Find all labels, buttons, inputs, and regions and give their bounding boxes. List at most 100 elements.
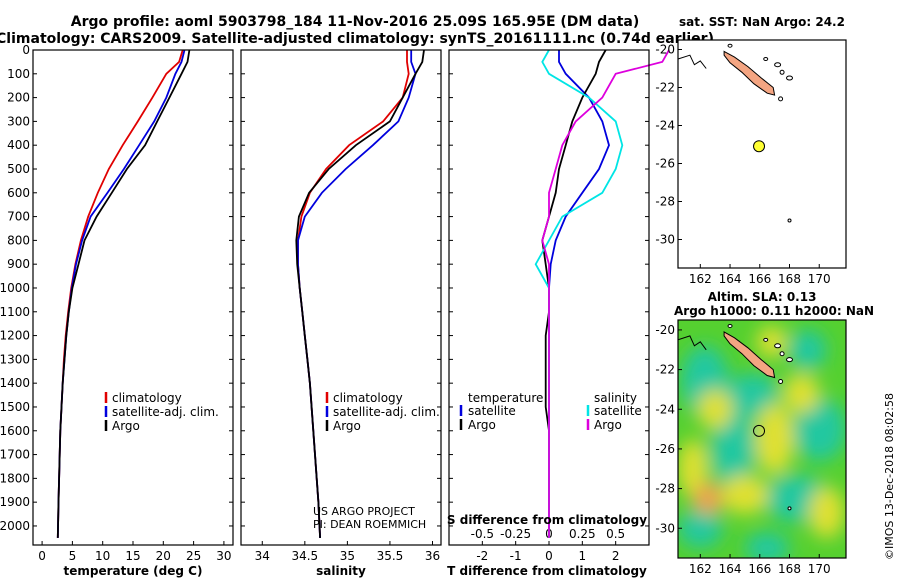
temperature-lines: [56, 49, 191, 538]
salinity-ticks: 34 34.5 35 35.5 36: [241, 49, 441, 563]
legend-label: Argo: [333, 419, 361, 433]
series-line-argo: [295, 49, 425, 538]
xtick2-label: 0.5: [606, 527, 625, 541]
ytick-label: 1600: [0, 424, 30, 438]
difference-ticks: -2 -1 0 1 2-0.5 -0.25 0 0.25 0.5: [449, 49, 649, 563]
difference-xlabel: T difference from climatology: [447, 564, 647, 578]
sla-blob: [678, 508, 723, 549]
ytick-label: 600: [7, 186, 30, 200]
diff-line-temperature-satellite: [548, 50, 610, 538]
xtick-label: 5: [69, 549, 77, 563]
small-island: [774, 62, 782, 68]
difference-lines: [534, 49, 670, 538]
xtick2-label: -0.5: [471, 527, 494, 541]
sla-blob: [697, 389, 734, 430]
sla-heatmap-blobs: [678, 325, 846, 558]
map-ytick-label: -28: [655, 482, 675, 496]
argo-float-marker: [753, 424, 766, 437]
sla-blob: [755, 403, 794, 475]
map-ytick-label: -22: [655, 363, 675, 377]
map-ytick-label: -26: [655, 442, 675, 456]
series-line-argo: [56, 49, 191, 538]
small-island: [778, 378, 784, 384]
difference-panel: -2 -1 0 1 2-0.5 -0.25 0 0.25 0.5 T difference fr…: [447, 49, 670, 578]
sla-blob: [725, 373, 780, 418]
xtick-label: 34: [255, 549, 270, 563]
sla-blob: [721, 474, 769, 515]
salinity-panel: 34 34.5 35 35.5 36 salinity climatologysatel…: [240, 49, 442, 578]
ytick-label: 400: [7, 138, 30, 152]
island-new-caledonia: [723, 331, 776, 379]
legend-label: Argo: [112, 419, 140, 433]
ytick-label: 1400: [0, 376, 30, 390]
map-xtick-label: 162: [689, 272, 712, 286]
map-ytick-label: -28: [655, 195, 675, 209]
title-line-1: Argo profile: aoml 5903798_184 11-Nov-20…: [71, 14, 640, 30]
sla-blob: [710, 409, 756, 489]
legend-label: climatology: [333, 391, 403, 405]
xtick-label: 2: [612, 549, 620, 563]
title-line-2: Climatology: CARS2009. Satellite-adjuste…: [0, 31, 714, 47]
sst-map-panel: sat. SST: NaN Argo: 24.2 162 164 166 168 170…: [655, 15, 847, 286]
sla-blob: [808, 486, 845, 539]
xtick-label: 20: [156, 549, 171, 563]
ytick-label: 1000: [0, 281, 30, 295]
xtick2-label: 0.25: [569, 527, 596, 541]
xtick-label: 1: [579, 549, 587, 563]
series-line-climatology: [297, 50, 410, 538]
ytick-label: 200: [7, 91, 30, 105]
xtick-label: 25: [186, 549, 201, 563]
ytick-label: 1700: [0, 448, 30, 462]
ytick-label: 100: [7, 67, 30, 81]
map-ytick-label: -22: [655, 81, 675, 95]
ytick-label: 1500: [0, 400, 30, 414]
coastline: [678, 335, 707, 351]
sla-map-title: Altim. SLA: 0.13: [708, 290, 817, 304]
sla-map-ticks: 162 164 166 168 170 -20 -22 -24 -26 -28 -30: [655, 323, 830, 576]
ytick-label: 500: [7, 162, 30, 176]
diff-line-salinity-argo: [541, 49, 670, 538]
xtick-label: 0: [38, 549, 46, 563]
sst-map-land: [677, 43, 794, 223]
ytick-label: 1200: [0, 329, 30, 343]
sla-blob: [788, 329, 827, 370]
difference-frame: [448, 49, 650, 546]
map-ytick-label: -30: [655, 521, 675, 535]
salinity-xlabel: salinity: [316, 564, 366, 578]
xtick-label: 34.5: [291, 549, 318, 563]
argo-float-marker: [753, 140, 766, 153]
small-island: [727, 43, 733, 48]
salinity-frame: [240, 49, 442, 546]
xtick-label: 30: [216, 549, 231, 563]
temperature-ticks: 0100200300400500600700800900100011001200…: [0, 43, 233, 563]
map-xtick-label: 166: [748, 562, 771, 576]
legend-label: climatology: [112, 391, 182, 405]
ytick-label: 1900: [0, 495, 30, 509]
legend-label: Argo: [594, 418, 622, 432]
sst-map-background: [678, 40, 846, 268]
map-xtick-label: 164: [719, 272, 742, 286]
temperature-frame: [32, 49, 234, 546]
sla-blob: [678, 439, 708, 499]
xtick2-label: -0.25: [500, 527, 531, 541]
sst-map-frame: [677, 39, 847, 269]
small-island: [786, 75, 794, 81]
small-island: [763, 337, 769, 342]
xtick-label: 15: [125, 549, 140, 563]
legend-label: satellite: [468, 404, 516, 418]
map-ytick-label: -26: [655, 157, 675, 171]
map-ytick-label: -24: [655, 402, 675, 416]
imos-watermark: ©IMOS 13-Dec-2018 08:02:58: [883, 393, 896, 560]
legend-label: satellite-adj. clim.: [333, 405, 440, 419]
sla-heatmap: [678, 320, 846, 558]
small-island: [778, 96, 784, 102]
xtick-label: 10: [95, 549, 110, 563]
map-ytick-label: -30: [655, 233, 675, 247]
ytick-label: 2000: [0, 519, 30, 533]
legend-title-temperature: temperature: [468, 391, 543, 405]
ytick-label: 0: [22, 43, 30, 57]
map-ytick-label: -20: [655, 43, 675, 57]
coastline: [677, 54, 707, 69]
